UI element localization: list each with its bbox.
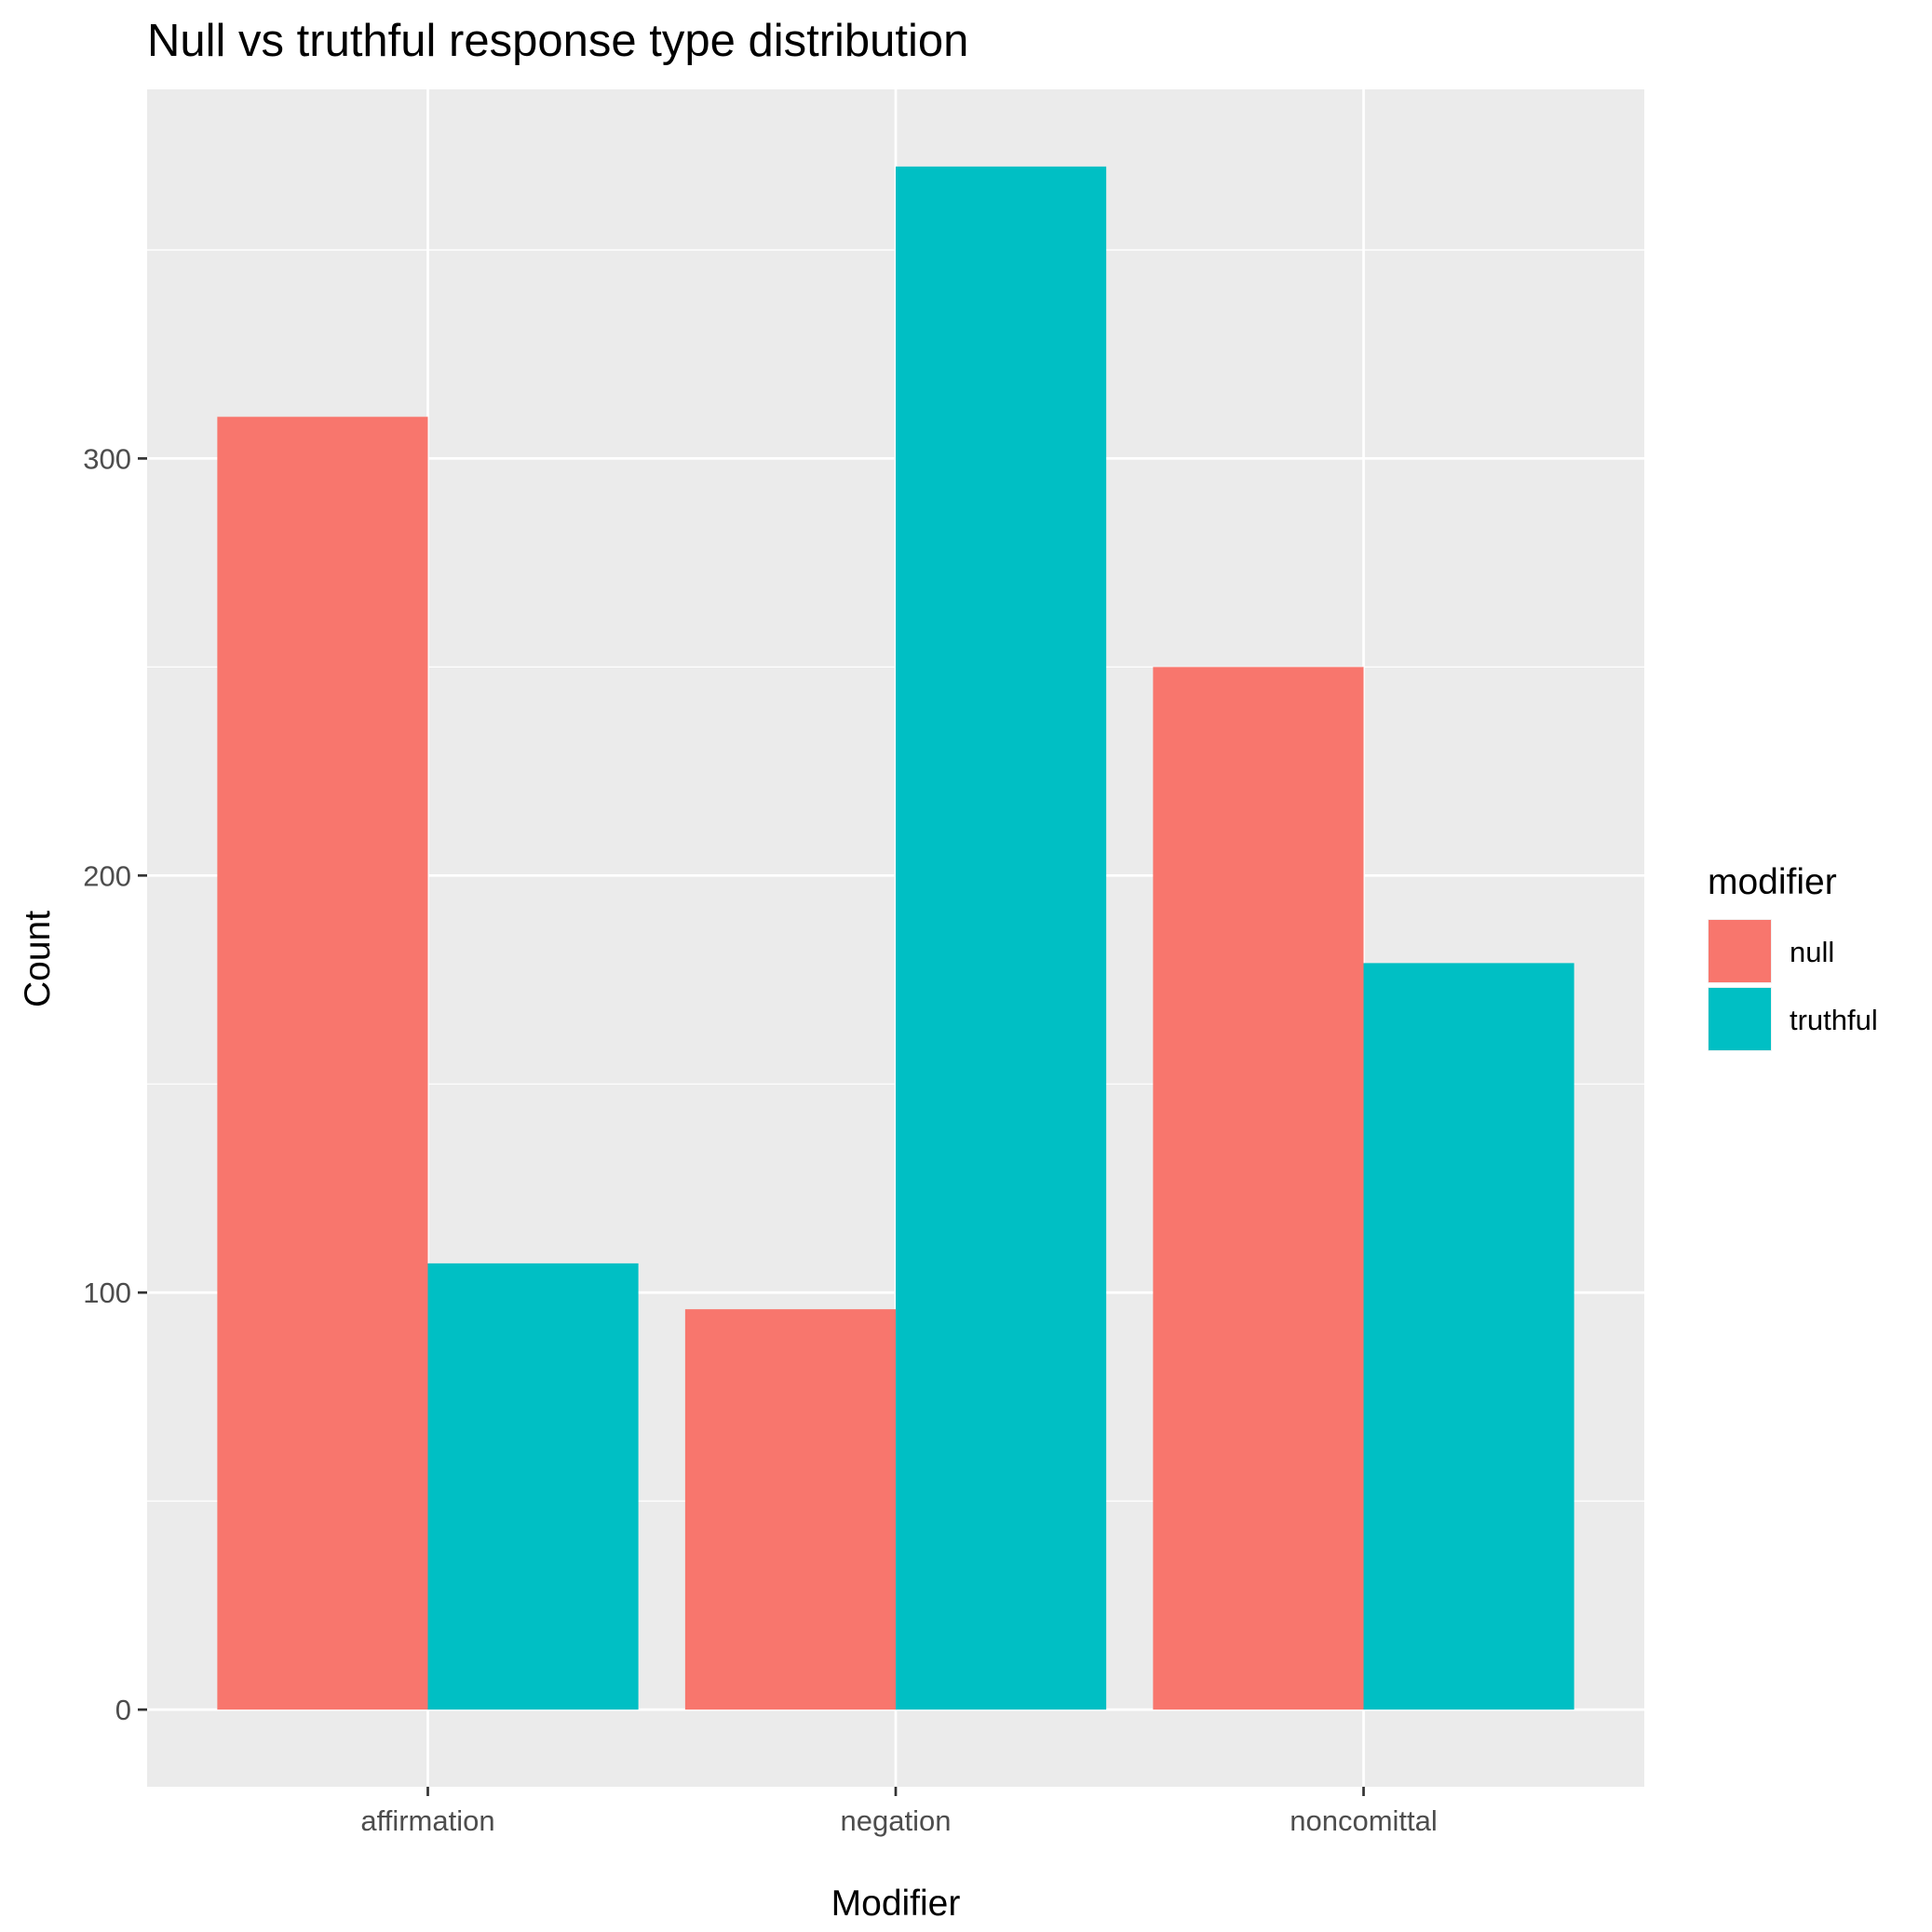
- legend-swatch-truthful: [1709, 988, 1771, 1050]
- legend-label-truthful: truthful: [1790, 1004, 1878, 1036]
- x-tick-label: negation: [841, 1804, 952, 1837]
- x-tick-label: affirmation: [360, 1804, 494, 1837]
- bar-null-affirmation: [217, 416, 428, 1710]
- y-tick-label: 0: [115, 1694, 131, 1726]
- y-axis-title: Count: [18, 911, 58, 1007]
- x-axis: affirmation negation noncomittal: [360, 1787, 1438, 1837]
- bar-truthful-affirmation: [427, 1263, 639, 1710]
- legend-title: modifier: [1708, 862, 1837, 902]
- bars: [217, 166, 1574, 1710]
- legend-swatch-null: [1709, 920, 1771, 982]
- legend-label-null: null: [1790, 936, 1834, 968]
- bar-null-noncomittal: [1153, 667, 1364, 1710]
- x-tick-label: noncomittal: [1290, 1804, 1438, 1837]
- bar-truthful-negation: [896, 166, 1107, 1710]
- chart-title: Null vs truthful response type distribut…: [147, 16, 968, 66]
- y-tick-label: 100: [83, 1277, 131, 1309]
- y-axis: 0 100 200 300: [83, 442, 147, 1726]
- y-tick-label: 300: [83, 442, 131, 475]
- x-axis-title: Modifier: [831, 1884, 961, 1924]
- y-tick-label: 200: [83, 859, 131, 892]
- bar-truthful-noncomittal: [1363, 963, 1574, 1710]
- legend: modifier null truthful: [1708, 862, 1878, 1051]
- bar-null-negation: [684, 1309, 896, 1710]
